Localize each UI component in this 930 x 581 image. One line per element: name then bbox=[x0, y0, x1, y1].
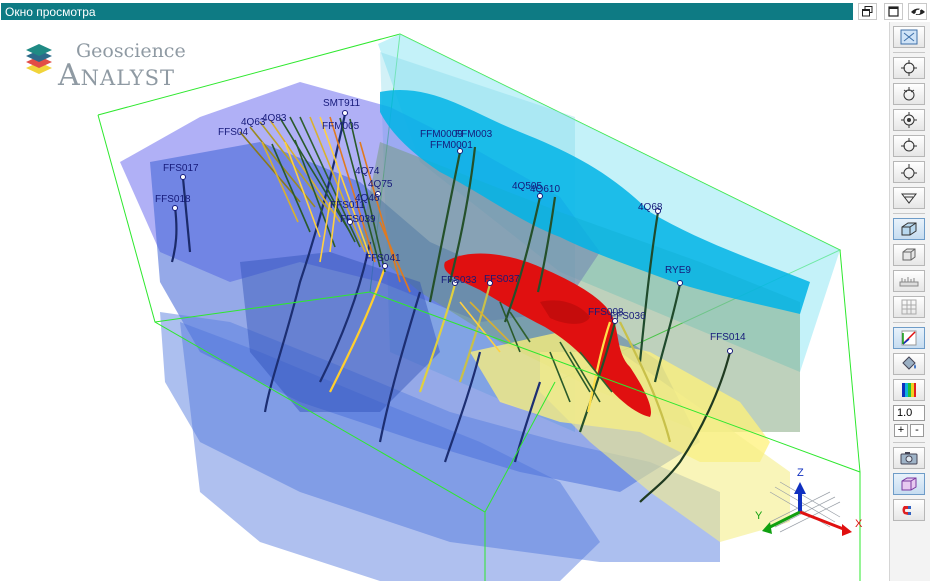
view-top-button[interactable] bbox=[893, 57, 925, 79]
title-bar: Окно просмотра bbox=[0, 0, 930, 22]
drillhole-labels: SMT911 4Q83 4Q63 FFS04 FFS017 FFS018 FFM… bbox=[155, 98, 746, 343]
collars bbox=[172, 110, 733, 354]
zoom-out-button[interactable]: - bbox=[910, 424, 924, 437]
grid-button[interactable] bbox=[893, 296, 925, 318]
zoom-extents-button[interactable] bbox=[893, 26, 925, 48]
label-ffs033: FFS033 bbox=[441, 275, 477, 286]
label-ffs008: FFS008 bbox=[588, 307, 624, 318]
grid-icon bbox=[901, 299, 917, 315]
drillhole-fan bbox=[239, 116, 613, 403]
color-bar-button[interactable] bbox=[893, 379, 925, 401]
orthographic-box-icon bbox=[902, 248, 916, 261]
title-strip: Окно просмотра bbox=[1, 3, 853, 20]
label-ffs036: FFS036 bbox=[610, 311, 646, 322]
clip-box-icon bbox=[901, 477, 917, 491]
color-bar-icon bbox=[902, 383, 916, 397]
view-top-icon bbox=[901, 60, 917, 76]
label-ffm003: FFM003 bbox=[455, 129, 493, 140]
perspective-button[interactable] bbox=[893, 218, 925, 240]
orthographic-button[interactable] bbox=[893, 244, 925, 266]
view-front-icon bbox=[901, 112, 917, 128]
label-ffm0009: FFM0009 bbox=[420, 129, 463, 140]
view-iso-button[interactable] bbox=[893, 161, 925, 183]
axis-gizmo: Z Y X bbox=[755, 467, 863, 536]
label-ffs041: FFS041 bbox=[365, 253, 401, 264]
logo: Geoscience Analyst bbox=[20, 40, 200, 93]
label-4q46: 4Q46 bbox=[355, 193, 380, 204]
red-orebody-branch bbox=[540, 300, 590, 324]
paint-button[interactable] bbox=[893, 353, 925, 375]
zoom-level-input[interactable]: 1.0 bbox=[893, 405, 925, 421]
logo-line2: Analyst bbox=[58, 58, 176, 93]
label-4q74: 4Q74 bbox=[355, 166, 380, 177]
ruler-icon bbox=[899, 277, 919, 287]
camera-icon bbox=[900, 452, 918, 465]
ruler-button[interactable] bbox=[893, 270, 925, 292]
label-ffm0001: FFM0001 bbox=[430, 140, 473, 151]
label-ffs039: FFS039 bbox=[340, 214, 376, 225]
cyan-surface bbox=[380, 90, 810, 314]
toggle-visibility-icon bbox=[910, 6, 925, 17]
label-ffs04: FFS04 bbox=[218, 127, 248, 138]
axis-y-label: Y bbox=[755, 510, 763, 522]
label-smt911: SMT911 bbox=[323, 98, 360, 109]
view-side-button[interactable] bbox=[893, 135, 925, 157]
perspective-box-icon bbox=[901, 222, 917, 236]
zoom-in-button[interactable]: + bbox=[894, 424, 908, 437]
dark-blue-block bbox=[240, 252, 440, 412]
restore-button[interactable] bbox=[858, 3, 877, 20]
view-toolbar: 1.0 + - bbox=[889, 22, 930, 581]
blue-layer-lower bbox=[160, 312, 720, 562]
bounding-box-front bbox=[97, 114, 861, 581]
axis-x-label: X bbox=[855, 518, 863, 530]
maximize-button[interactable] bbox=[884, 3, 903, 20]
scene[interactable]: SMT911 4Q83 4Q63 FFS04 FFS017 FFS018 FFM… bbox=[0, 22, 888, 581]
view-side-icon bbox=[901, 138, 917, 152]
label-4q63: 4Q63 bbox=[241, 117, 266, 128]
blue-layer-bottom bbox=[180, 322, 600, 581]
paint-bucket-icon bbox=[902, 356, 916, 370]
yellow-layer-lower bbox=[540, 352, 790, 542]
label-rye9: RYE9 bbox=[665, 265, 691, 276]
label-ffs017: FFS017 bbox=[163, 163, 199, 174]
label-ffs037: FFS037 bbox=[484, 274, 520, 285]
magnet-icon bbox=[902, 506, 911, 515]
label-ffm005: FFM005 bbox=[322, 121, 360, 132]
visibility-toggle-button[interactable] bbox=[908, 3, 927, 20]
label-4q610: 4Q610 bbox=[530, 184, 560, 195]
view-down-button[interactable] bbox=[893, 187, 925, 209]
3d-viewport[interactable]: SMT911 4Q83 4Q63 FFS04 FFS017 FFS018 FFM… bbox=[0, 22, 888, 581]
label-4q505: 4Q505 bbox=[512, 181, 542, 192]
label-4q68: 4Q68 bbox=[638, 202, 663, 213]
screenshot-button[interactable] bbox=[893, 447, 925, 469]
axes-button[interactable] bbox=[893, 327, 925, 349]
view-iso-icon bbox=[901, 164, 917, 180]
label-ffs018: FFS018 bbox=[155, 194, 191, 205]
logo-icon bbox=[26, 44, 52, 74]
view-bottom-icon bbox=[903, 87, 915, 101]
snap-button[interactable] bbox=[893, 499, 925, 521]
logo-line1: Geoscience bbox=[76, 40, 186, 62]
red-orebody bbox=[444, 253, 651, 417]
zoom-extents-icon bbox=[900, 29, 918, 45]
label-4q83: 4Q83 bbox=[262, 113, 287, 124]
view-front-button[interactable] bbox=[893, 109, 925, 131]
label-ffs011: FFS011 bbox=[330, 200, 365, 211]
window-title: Окно просмотра bbox=[5, 5, 96, 19]
label-ffs014: FFS014 bbox=[710, 332, 746, 343]
label-4q75: 4Q75 bbox=[368, 179, 393, 190]
clip-box-button[interactable] bbox=[893, 473, 925, 495]
view-down-icon bbox=[901, 193, 917, 204]
maximize-icon bbox=[888, 6, 899, 17]
axes-icon bbox=[901, 330, 917, 346]
axis-z-label: Z bbox=[797, 467, 804, 479]
restore-icon bbox=[862, 6, 873, 17]
view-bottom-button[interactable] bbox=[893, 83, 925, 105]
